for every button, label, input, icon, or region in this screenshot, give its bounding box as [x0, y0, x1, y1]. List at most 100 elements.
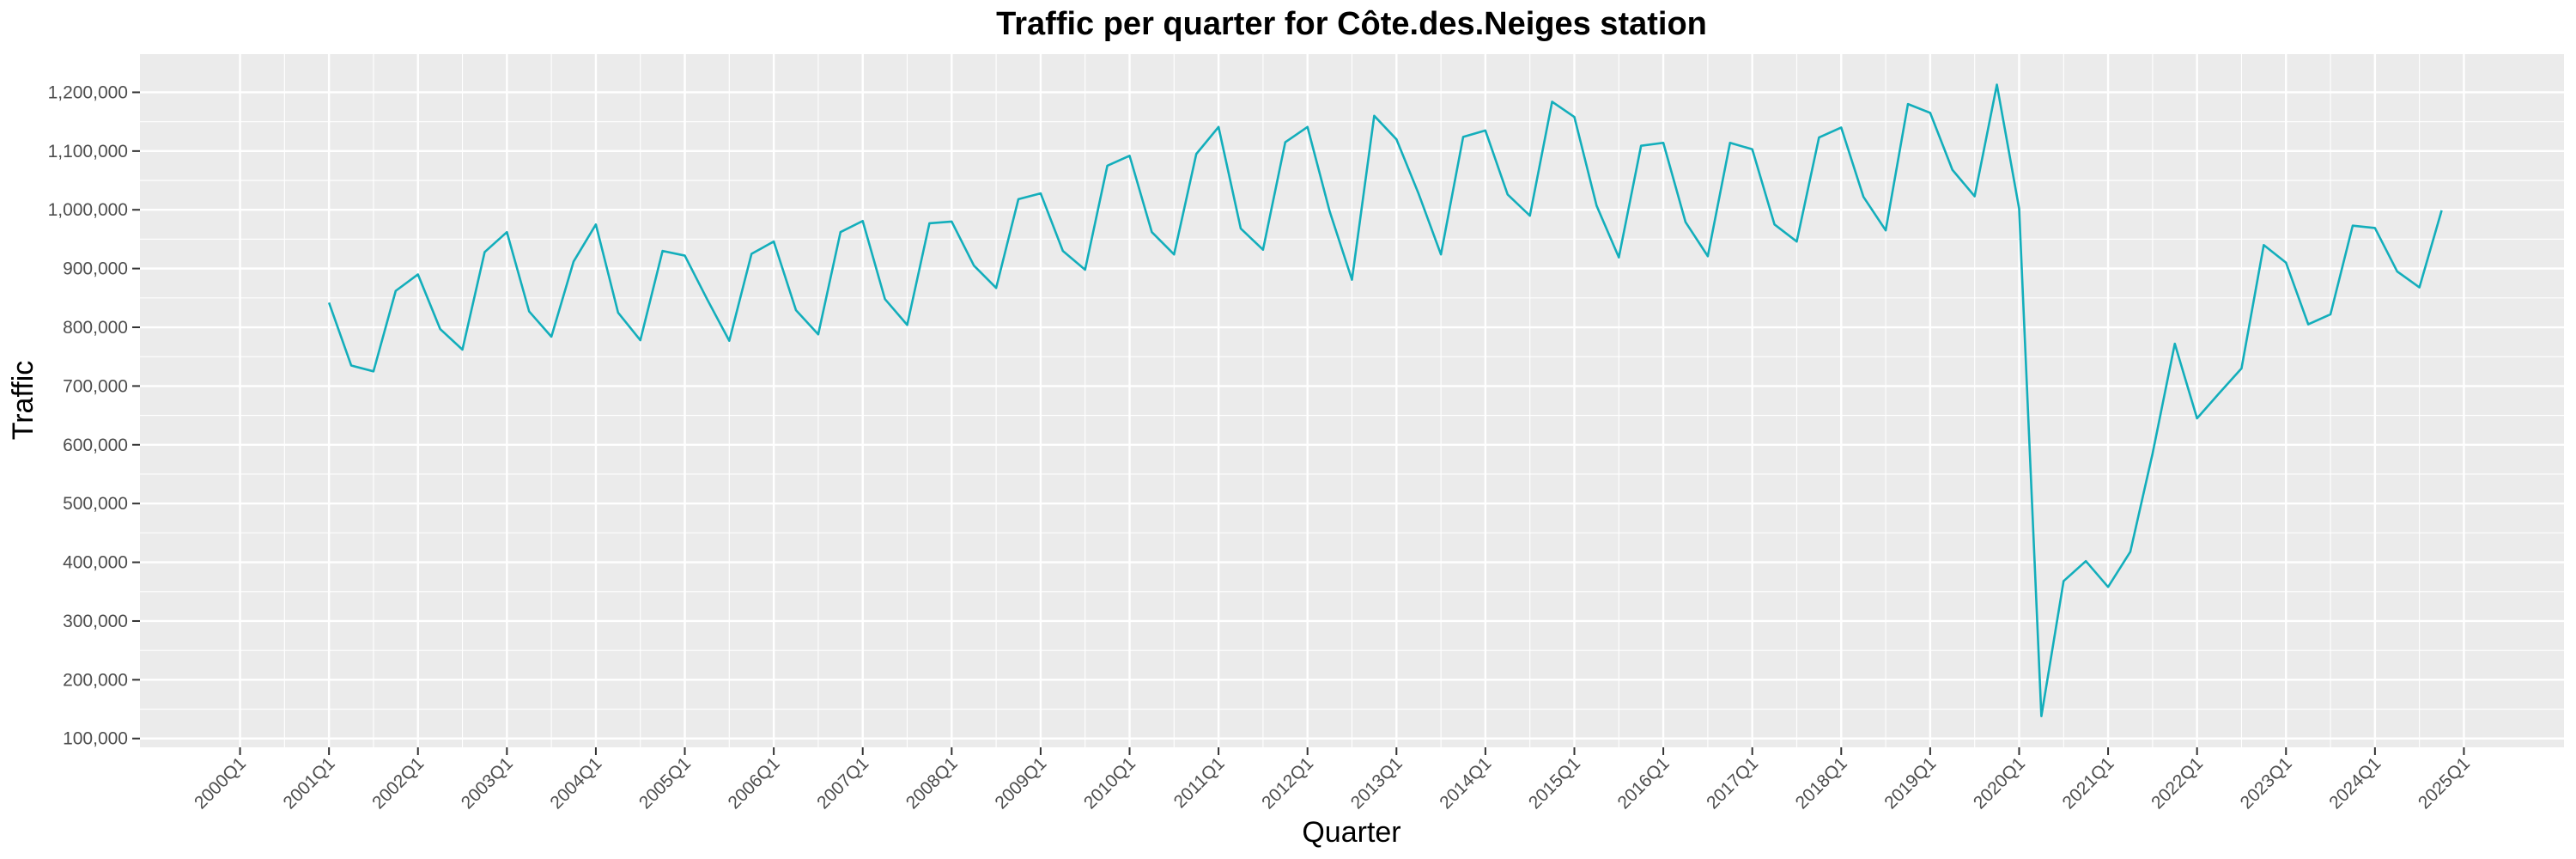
data-point-2011Q1 — [1217, 125, 1220, 129]
y-tick-label: 1,000,000 — [48, 200, 128, 220]
data-point-2017Q1 — [1751, 148, 1754, 151]
x-axis-title: Quarter — [1302, 816, 1400, 849]
data-point-2016Q1 — [1662, 141, 1665, 144]
data-point-2020Q1 — [2017, 207, 2020, 210]
minor-gridlines — [140, 54, 2564, 747]
data-point-2023Q4 — [2351, 224, 2354, 228]
major-gridlines — [140, 54, 2564, 747]
data-point-2014Q2 — [1506, 192, 1510, 196]
data-point-2007Q3 — [906, 323, 909, 326]
y-axis: 100,000 200,000 300,000 400,000 500,000 600,0… — [48, 82, 140, 749]
data-point-2008Q3 — [994, 286, 998, 289]
data-point-2015Q3 — [1617, 256, 1620, 259]
data-point-2021Q4 — [2173, 342, 2177, 345]
data-point-2001Q4 — [394, 289, 398, 293]
data-point-2014Q3 — [1528, 214, 1532, 217]
data-point-2019Q3 — [1973, 195, 1977, 198]
data-point-2009Q4 — [1106, 164, 1109, 168]
data-point-2018Q4 — [1906, 102, 1910, 106]
data-point-2019Q4 — [1996, 83, 1999, 87]
data-point-2010Q2 — [1150, 230, 1153, 234]
data-point-2003Q1 — [505, 230, 508, 234]
data-point-2005Q1 — [683, 254, 687, 258]
data-point-2024Q4 — [2440, 209, 2444, 212]
data-point-2002Q1 — [416, 272, 420, 276]
data-point-2013Q1 — [1394, 137, 1398, 141]
data-point-2015Q1 — [1572, 115, 1576, 119]
data-point-2004Q4 — [661, 249, 665, 253]
data-point-2021Q2 — [2129, 550, 2132, 553]
data-point-2007Q1 — [861, 219, 865, 222]
data-point-2001Q1 — [327, 301, 331, 304]
data-point-2006Q4 — [839, 230, 842, 234]
data-point-2013Q4 — [1461, 135, 1465, 138]
data-point-2009Q2 — [1061, 249, 1065, 253]
data-point-2009Q3 — [1084, 268, 1087, 271]
data-point-2010Q3 — [1172, 253, 1176, 256]
data-point-2022Q4 — [2262, 243, 2265, 247]
data-point-2024Q3 — [2418, 286, 2421, 289]
data-point-2017Q2 — [1773, 222, 1777, 226]
data-point-2011Q4 — [1284, 141, 1287, 144]
data-point-2006Q2 — [794, 308, 798, 312]
data-point-2023Q2 — [2306, 323, 2310, 326]
data-point-2021Q3 — [2151, 452, 2154, 455]
data-point-2016Q3 — [1706, 254, 1710, 258]
data-point-2006Q3 — [817, 332, 820, 336]
data-point-2012Q2 — [1328, 210, 1332, 213]
data-point-2022Q1 — [2196, 417, 2199, 420]
data-point-2004Q3 — [639, 338, 642, 342]
data-point-2024Q1 — [2373, 226, 2377, 229]
data-point-2002Q2 — [439, 327, 442, 331]
series-line — [327, 83, 2443, 718]
data-point-2018Q3 — [1884, 228, 1887, 232]
data-point-2005Q3 — [727, 339, 731, 343]
data-point-2001Q2 — [349, 363, 353, 367]
data-point-2023Q3 — [2329, 313, 2332, 316]
y-tick-label: 100,000 — [63, 729, 128, 749]
data-point-2015Q2 — [1595, 204, 1598, 207]
data-point-2023Q1 — [2284, 261, 2287, 265]
data-point-2003Q4 — [572, 259, 575, 263]
data-point-2008Q1 — [950, 220, 953, 223]
data-point-2010Q4 — [1194, 152, 1198, 155]
chart-title: Traffic per quarter for Côte.des.Neiges … — [996, 6, 1707, 42]
data-point-2024Q2 — [2396, 270, 2399, 273]
y-tick-label: 1,200,000 — [48, 82, 128, 102]
data-point-2022Q3 — [2239, 367, 2243, 370]
data-point-2020Q4 — [2084, 559, 2087, 563]
data-point-2012Q1 — [1306, 125, 1309, 129]
data-point-2008Q2 — [972, 264, 975, 267]
data-point-2018Q1 — [1839, 125, 1843, 129]
data-point-2002Q3 — [461, 348, 465, 351]
data-point-2017Q3 — [1795, 240, 1798, 243]
data-point-2006Q1 — [772, 240, 775, 243]
y-tick-label: 900,000 — [63, 259, 128, 279]
y-tick-label: 300,000 — [63, 612, 128, 631]
data-point-2002Q4 — [483, 250, 486, 253]
data-point-2018Q2 — [1862, 195, 1865, 198]
data-point-2019Q1 — [1929, 111, 1932, 114]
data-point-2014Q4 — [1551, 100, 1554, 103]
data-point-2005Q4 — [750, 253, 753, 256]
data-point-2003Q3 — [550, 335, 553, 338]
data-point-2011Q3 — [1261, 248, 1265, 252]
y-axis-title: Traffic — [7, 361, 39, 441]
data-point-2012Q3 — [1351, 278, 1354, 282]
data-point-2004Q2 — [617, 311, 620, 314]
data-point-2013Q2 — [1417, 192, 1420, 196]
data-point-2012Q4 — [1372, 114, 1376, 118]
data-point-2022Q2 — [2218, 392, 2221, 395]
data-point-2021Q1 — [2106, 585, 2110, 588]
y-tick-label: 1,100,000 — [48, 142, 128, 161]
data-point-2001Q3 — [372, 369, 375, 373]
data-point-2014Q1 — [1484, 129, 1487, 132]
data-point-2020Q3 — [2062, 579, 2065, 582]
y-tick-label: 400,000 — [63, 553, 128, 573]
data-point-2008Q4 — [1017, 198, 1020, 201]
y-tick-label: 700,000 — [63, 376, 128, 396]
data-point-2015Q4 — [1639, 144, 1643, 148]
data-point-2004Q1 — [594, 222, 598, 226]
data-point-2005Q2 — [705, 297, 708, 301]
